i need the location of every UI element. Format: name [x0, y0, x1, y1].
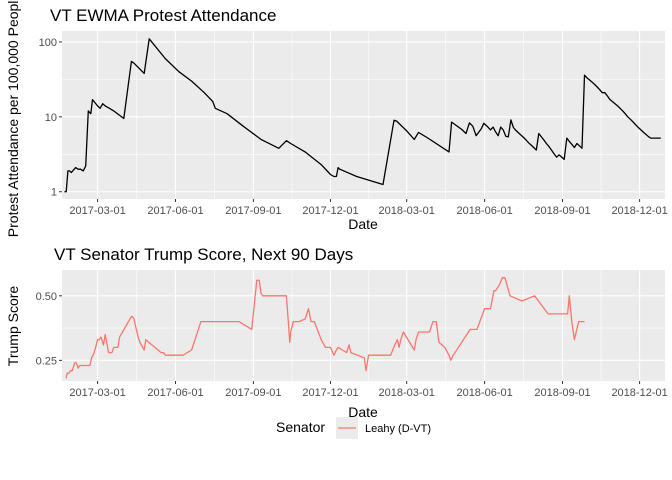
bottom-chart-title: VT Senator Trump Score, Next 90 Days	[54, 245, 353, 264]
bottom-y-axis-title: Trump Score	[5, 286, 21, 367]
x-tick-label: 2017-03-01	[69, 205, 125, 217]
x-tick-label: 2018-12-01	[611, 387, 667, 399]
bottom-series-line	[65, 277, 585, 379]
bottom-y-ticks: 0.25 0.50	[36, 291, 62, 367]
legend: Senator Leahy (D-VT)	[276, 417, 431, 439]
x-tick-label: 2017-09-01	[225, 205, 281, 217]
x-tick-label: 2017-12-01	[302, 387, 358, 399]
y-tick-label: 0.50	[36, 291, 57, 303]
top-chart: VT EWMA Protest Attendance 1 10 100 2017-0…	[5, 0, 668, 237]
top-gridlines	[62, 31, 665, 199]
bottom-plot-panel	[62, 270, 665, 381]
top-x-axis-title: Date	[348, 216, 378, 232]
bottom-chart: VT Senator Trump Score, Next 90 Days 0.2…	[5, 245, 668, 420]
x-tick-label: 2017-06-01	[147, 387, 203, 399]
top-series-line	[64, 38, 661, 193]
top-chart-title: VT EWMA Protest Attendance	[50, 6, 276, 25]
x-tick-label: 2017-03-01	[69, 387, 125, 399]
bottom-gridlines	[62, 270, 665, 381]
legend-label-leahy: Leahy (D-VT)	[365, 423, 431, 435]
x-tick-label: 2018-09-01	[534, 387, 590, 399]
top-x-ticks: 2017-03-01 2017-06-01 2017-09-01 2017-12-01…	[69, 199, 668, 217]
y-tick-label: 0.25	[36, 355, 57, 367]
bottom-x-ticks: 2017-03-01 2017-06-01 2017-09-01 2017-12-01…	[69, 381, 668, 399]
x-tick-label: 2018-03-01	[379, 205, 435, 217]
bottom-x-axis-title: Date	[348, 404, 378, 420]
x-tick-label: 2018-12-01	[611, 205, 667, 217]
x-tick-label: 2018-03-01	[379, 387, 435, 399]
x-tick-label: 2018-06-01	[456, 387, 512, 399]
x-tick-label: 2017-09-01	[225, 387, 281, 399]
y-tick-label: 10	[45, 112, 57, 124]
x-tick-label: 2018-09-01	[534, 205, 590, 217]
top-y-ticks: 1 10 100	[39, 37, 62, 199]
top-y-axis-title: Protest Attendance per 100,000 People	[5, 0, 21, 237]
top-plot-panel	[62, 31, 665, 199]
x-tick-label: 2017-06-01	[147, 205, 203, 217]
x-tick-label: 2018-06-01	[456, 205, 512, 217]
y-tick-label: 1	[51, 187, 57, 199]
legend-title: Senator	[276, 419, 325, 435]
y-tick-label: 100	[39, 37, 57, 49]
x-tick-label: 2017-12-01	[302, 205, 358, 217]
